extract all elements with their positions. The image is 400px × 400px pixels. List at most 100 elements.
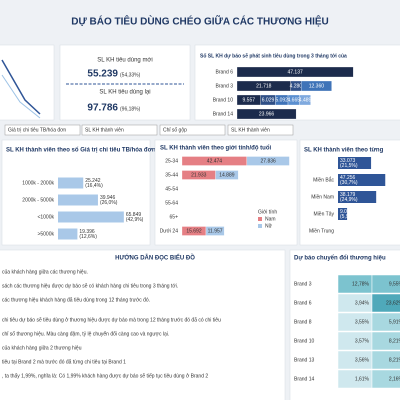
value-label: 9.557	[243, 97, 256, 103]
value-label: 6.029	[262, 97, 275, 103]
dropdown[interactable]	[159, 124, 226, 136]
guide-line: chỉ số thương hiệu. Màu càng đậm, tỷ lệ …	[2, 330, 169, 337]
value-label: 27.836	[261, 158, 277, 164]
matrix-text: Brand 8	[294, 319, 312, 325]
dropdown-label: Chỉ số gộp	[163, 126, 187, 133]
guide-line: , ta thấy 1,99%, nghĩa là: Có 1,99% khác…	[2, 372, 208, 379]
line-card	[0, 44, 55, 121]
dropdown[interactable]	[81, 124, 158, 136]
y-tick-label: 1000k - 2000k	[22, 180, 54, 186]
value-label: 47.137	[287, 69, 303, 75]
value-label: 42.474	[207, 158, 223, 164]
matrix-text: 3,56%	[355, 357, 370, 363]
legend-label: Nam	[265, 216, 276, 222]
value-share: (12,6%)	[79, 234, 97, 240]
value-label: 14.889	[219, 172, 235, 178]
decor-line	[1, 74, 41, 119]
matrix-text: Brand 10	[294, 338, 315, 344]
value-label: 38.179	[340, 192, 356, 198]
bar	[215, 170, 239, 180]
kpi-card	[59, 44, 191, 121]
kpi-value: 97.786	[87, 103, 118, 114]
guide-line: các thương hiệu khách hàng đã tiêu dùng …	[2, 297, 150, 303]
bar	[236, 66, 354, 78]
legend-title: Giới tính	[258, 209, 277, 215]
matrix-cell	[371, 293, 400, 313]
matrix-text: 1,61%	[355, 376, 370, 382]
kpi-label: SL KH tiêu dùng lại	[99, 90, 150, 96]
value-label: 47.256	[340, 175, 356, 181]
y-tick-label: Dưới 24	[160, 228, 179, 234]
value-label: 4.280	[290, 83, 303, 89]
dropdown[interactable]	[227, 124, 294, 136]
matrix-title: Dự báo chuyển đổi thương hiệu	[294, 255, 386, 262]
matrix-text: 9,55%	[389, 281, 400, 287]
y-tick-label: Miền Trung	[309, 228, 334, 234]
value-label: 15.692	[186, 228, 202, 234]
y-tick-label: 35-44	[165, 172, 178, 178]
matrix-cell	[371, 350, 400, 370]
value-share: (26,0%)	[100, 200, 118, 206]
bar	[338, 208, 348, 220]
decor-line	[1, 59, 41, 115]
guide-line: của khách hàng giữa 2 thương hiệu	[2, 344, 82, 351]
guide-lines: của khách hàng giữa các thương hiệu. sách…	[2, 268, 221, 379]
value-label: 11.957	[208, 228, 223, 234]
bar	[236, 108, 297, 120]
y-tick-label: <1000k	[37, 214, 54, 220]
chart-title: SL KH thành viên theo số Giá trị chi tiê…	[6, 147, 156, 154]
value-share: (16,4%)	[85, 183, 103, 189]
bar	[205, 226, 225, 236]
panel	[1, 139, 151, 246]
value-label: 33.073	[340, 158, 356, 164]
value-share: (21,5%)	[340, 163, 358, 169]
y-tick-label: 55-64	[165, 200, 178, 206]
y-tick-label: Miền Nam	[311, 194, 334, 200]
kpi-value: 55.239	[87, 69, 118, 80]
bar	[58, 177, 84, 189]
dropdown-label: SL KH thành viên	[85, 127, 124, 133]
matrix-cell	[371, 312, 400, 332]
bar	[338, 174, 386, 186]
value-label: 5.092	[275, 97, 288, 103]
matrix-text: 12,78%	[352, 281, 370, 287]
bar	[338, 191, 377, 203]
matrix-text: 5,91%	[389, 319, 400, 325]
y-tick-label: 45-54	[165, 186, 178, 192]
value-label: 12.360	[309, 83, 325, 89]
matrix-text: 2,16%	[389, 376, 400, 382]
matrix-text: 8,21%	[389, 338, 400, 344]
y-tick-label: Brand 14	[213, 111, 234, 117]
value-share: (5,9%)	[340, 214, 355, 220]
dropdown-label: Giá trị chi tiêu TB/hóa đơn	[8, 127, 66, 133]
matrix-cell	[371, 274, 400, 294]
bar	[300, 80, 332, 92]
y-tick-label: 2000k - 5000k	[22, 197, 54, 203]
bar	[338, 157, 372, 169]
y-tick-label: Brand 6	[215, 69, 233, 75]
chart-title: SL KH thành viên theo giới tính/độ tuổi	[160, 145, 271, 152]
value-label: 21.933	[191, 172, 207, 178]
bar	[299, 94, 311, 106]
matrix-text: 3,57%	[355, 338, 370, 344]
bar	[58, 194, 98, 206]
matrix-text: 3,94%	[355, 300, 370, 306]
value-share: (24,9%)	[340, 197, 358, 203]
bar	[58, 228, 78, 240]
y-tick-label: Miền Bắc	[313, 176, 334, 183]
value-label: 21.718	[256, 83, 272, 89]
legend-swatch	[258, 217, 262, 221]
legend-swatch	[258, 224, 262, 228]
value-share: (30,7%)	[340, 180, 358, 186]
dropdown[interactable]	[4, 124, 81, 136]
bar	[246, 156, 290, 166]
value-label: 23.966	[259, 111, 275, 117]
guide-line: chi tiêu dự báo sẽ tiêu dùng ở thương hi…	[2, 316, 221, 323]
matrix-text: Brand 6	[294, 300, 312, 306]
value-label: 4.665	[288, 97, 301, 103]
value-label: 25.242	[85, 178, 101, 184]
y-tick-label: Brand 10	[213, 97, 234, 103]
matrix-text: 8,21%	[389, 357, 400, 363]
kpi-label: SL KH tiêu dùng mới	[97, 58, 152, 64]
